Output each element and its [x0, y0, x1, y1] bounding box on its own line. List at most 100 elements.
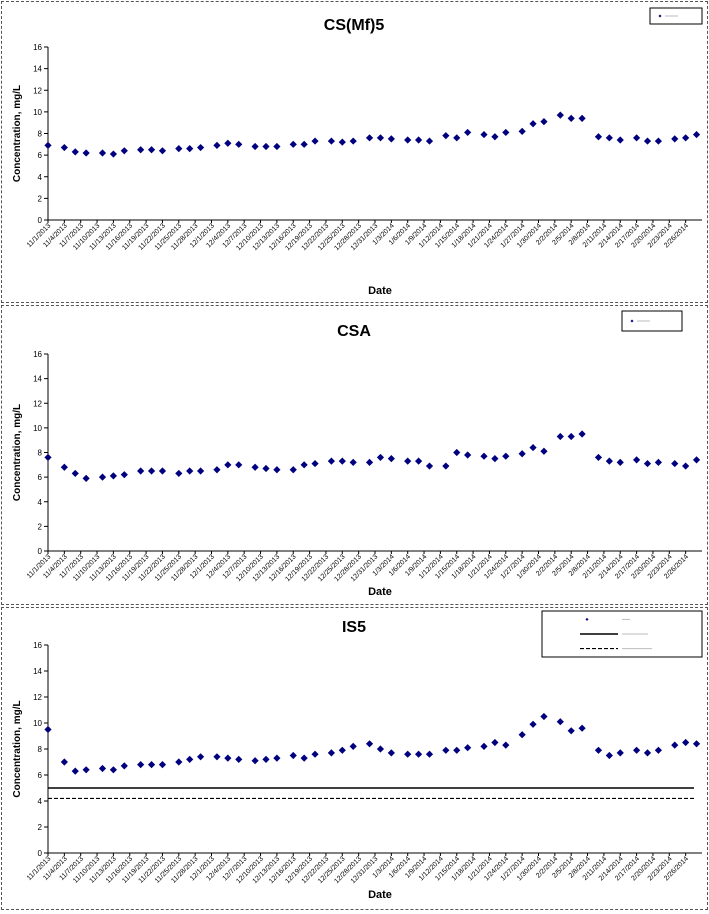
- data-point: [60, 758, 68, 766]
- data-point: [251, 463, 259, 471]
- y-tick-label: 8: [38, 745, 43, 754]
- data-point: [415, 136, 423, 144]
- data-point: [147, 467, 156, 475]
- data-point: [251, 142, 259, 151]
- data-point: [453, 448, 461, 457]
- data-point: [349, 137, 357, 145]
- data-point: [415, 750, 423, 758]
- data-point: [654, 458, 662, 466]
- data-point: [491, 133, 499, 141]
- data-point: [197, 143, 205, 152]
- data-point: [338, 457, 346, 465]
- y-tick-label: 16: [33, 350, 42, 359]
- data-point: [137, 146, 145, 154]
- data-point: [671, 741, 679, 749]
- y-tick-label: 0: [38, 216, 43, 225]
- data-point: [425, 462, 434, 470]
- y-tick-label: 4: [38, 498, 43, 507]
- data-point: [387, 749, 395, 757]
- y-tick-label: 4: [38, 173, 43, 182]
- legend-box: [621, 310, 683, 332]
- data-point: [44, 453, 52, 462]
- y-axis-label: Concentration, mg/L: [12, 85, 23, 182]
- legend-marker: [630, 319, 634, 323]
- data-point: [404, 136, 412, 144]
- data-point: [262, 464, 270, 473]
- data-point: [491, 455, 499, 463]
- data-point: [224, 139, 232, 147]
- data-point: [213, 753, 221, 761]
- data-point: [425, 137, 434, 145]
- data-point: [605, 751, 613, 760]
- chart-title: CSA: [337, 323, 371, 340]
- data-point: [120, 147, 128, 155]
- data-point: [518, 127, 526, 135]
- data-point: [300, 461, 308, 469]
- data-point: [654, 746, 662, 754]
- data-point: [213, 141, 221, 149]
- data-point: [616, 749, 624, 757]
- data-point: [442, 132, 450, 140]
- data-point: [71, 148, 79, 156]
- y-tick-label: 16: [33, 641, 42, 650]
- data-point: [605, 134, 613, 142]
- y-tick-label: 6: [38, 151, 43, 160]
- data-point: [289, 466, 297, 474]
- data-point: [376, 745, 385, 753]
- data-point: [235, 755, 243, 763]
- data-point: [147, 761, 156, 769]
- data-point: [273, 754, 281, 762]
- data-point: [71, 469, 79, 478]
- data-point: [453, 746, 461, 754]
- data-point: [273, 466, 281, 474]
- data-point: [415, 457, 423, 465]
- data-point: [158, 147, 167, 155]
- data-point: [289, 140, 297, 148]
- data-point: [311, 459, 319, 468]
- data-point: [98, 149, 107, 157]
- data-point: [109, 150, 117, 158]
- data-point: [300, 754, 308, 762]
- data-point: [251, 757, 259, 765]
- data-point: [682, 462, 690, 470]
- data-point: [425, 750, 434, 758]
- y-tick-label: 10: [33, 719, 42, 728]
- data-point: [502, 741, 510, 749]
- data-point: [643, 137, 652, 145]
- data-point: [540, 118, 548, 126]
- y-tick-label: 0: [38, 849, 43, 858]
- chart-panel-cs-mf-5: CS(Mf)5 Concentration, mg/L 0 2 4 6 8 10 12 14 16 1…: [1, 1, 708, 303]
- y-tick-label: 12: [33, 86, 42, 95]
- y-tick-label: 10: [33, 424, 42, 433]
- data-point: [109, 766, 117, 774]
- data-point: [365, 740, 374, 748]
- data-point: [540, 712, 548, 721]
- data-point: [491, 738, 499, 747]
- data-point: [197, 753, 205, 761]
- data-point: [224, 461, 232, 469]
- x-axis-label: Date: [368, 285, 392, 297]
- data-point: [682, 134, 690, 142]
- data-point: [404, 750, 412, 758]
- data-point: [464, 128, 472, 137]
- data-point: [235, 461, 243, 469]
- data-point: [692, 740, 701, 748]
- data-point: [158, 761, 167, 769]
- x-axis-label: Date: [368, 889, 392, 901]
- data-point: [311, 750, 319, 758]
- chart-panel-csa: CSA Concentration, mg/L 0 2 4 6 8 10 12 14 16 11/1/…: [1, 305, 708, 605]
- y-tick-label: 12: [33, 399, 42, 408]
- legend-marker: [585, 617, 589, 621]
- y-tick-label: 4: [38, 797, 43, 806]
- data-point: [327, 457, 335, 465]
- data-point: [137, 761, 145, 769]
- data-point: [60, 143, 68, 152]
- data-point: [556, 432, 564, 441]
- data-point: [643, 749, 652, 757]
- data-point: [338, 138, 346, 146]
- data-point: [518, 731, 526, 739]
- data-point: [578, 114, 586, 122]
- chart-title: IS5: [342, 619, 366, 636]
